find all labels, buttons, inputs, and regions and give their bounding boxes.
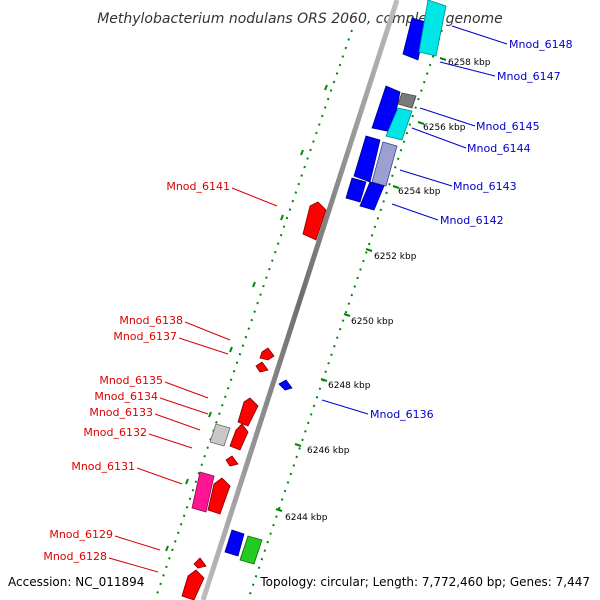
gene-mnod-6145-gray[interactable] (397, 92, 417, 109)
tick-6254: 6254 kbp (392, 185, 441, 197)
gene-mnod-6136[interactable] (278, 379, 293, 391)
gene-mnod-6133[interactable] (209, 423, 231, 447)
tick-label: 6250 kbp (351, 317, 394, 327)
label-mnod-6134[interactable]: Mnod_6134 (94, 390, 158, 403)
label-mnod-6128[interactable]: Mnod_6128 (43, 550, 107, 563)
reverse-strand-genes (224, 0, 447, 565)
topology-text: Topology: circular; Length: 7,772,460 bp… (259, 575, 590, 589)
gene-mnod-6142b[interactable] (359, 181, 385, 211)
tick-label: 6258 kbp (448, 58, 491, 68)
label-mnod-6136[interactable]: Mnod_6136 (370, 408, 434, 421)
gene-mnod-6131-magenta[interactable] (191, 471, 215, 513)
label-mnod-6131[interactable]: Mnod_6131 (71, 460, 135, 473)
outer-dotted-track (247, 29, 443, 600)
tick-6244: 6244 kbp (275, 508, 328, 523)
gene-mnod-6128[interactable] (181, 569, 205, 600)
gene-mnod-6138[interactable] (259, 347, 275, 361)
gene-mnod-6137[interactable] (255, 361, 269, 373)
label-mnod-6141[interactable]: Mnod_6141 (166, 180, 230, 193)
tick-label: 6254 kbp (398, 187, 441, 197)
gene-mnod-6148-cyan[interactable] (418, 0, 447, 57)
left-gene-labels: Mnod_6141 Mnod_6138 Mnod_6137 Mnod_6135 … (43, 180, 278, 573)
label-mnod-6138[interactable]: Mnod_6138 (119, 314, 183, 327)
label-mnod-6145[interactable]: Mnod_6145 (476, 120, 540, 133)
forward-strand-genes (181, 201, 327, 600)
tick-6248: 6248 kbp (320, 378, 371, 391)
gene-blue-lower[interactable] (224, 529, 245, 557)
label-mnod-6147[interactable]: Mnod_6147 (497, 70, 561, 83)
tick-6256: 6256 kbp (417, 121, 466, 133)
right-gene-labels: Mnod_6148 Mnod_6147 Mnod_6145 Mnod_6144 … (321, 25, 573, 421)
tick-label: 6256 kbp (423, 123, 466, 133)
gene-mnod-6129[interactable] (193, 557, 207, 569)
tick-label: 6252 kbp (374, 252, 417, 262)
tick-6246: 6246 kbp (294, 443, 350, 456)
gene-mnod-6131[interactable] (207, 477, 231, 515)
label-mnod-6133[interactable]: Mnod_6133 (89, 406, 153, 419)
label-mnod-6132[interactable]: Mnod_6132 (83, 426, 147, 439)
tick-6252: 6252 kbp (365, 248, 417, 262)
gene-mnod-6144[interactable] (385, 107, 413, 141)
map-title: Methylobacterium nodulans ORS 2060, comp… (97, 11, 503, 27)
dotted-guides (154, 29, 443, 600)
inner-track-dashes (165, 84, 328, 552)
gene-green-lower[interactable] (239, 535, 263, 565)
gene-mnod-6132[interactable] (225, 455, 239, 467)
accession-text: Accession: NC_011894 (8, 575, 144, 589)
gene-mnod-6143-mix[interactable] (371, 141, 398, 187)
genome-backbone (200, 0, 400, 600)
tick-label: 6244 kbp (285, 513, 328, 523)
label-mnod-6142[interactable]: Mnod_6142 (440, 214, 504, 227)
tick-6258: 6258 kbp (439, 57, 491, 68)
label-mnod-6129[interactable]: Mnod_6129 (49, 528, 113, 541)
gene-mnod-6142[interactable] (345, 177, 367, 203)
gene-mnod-6134[interactable] (229, 423, 249, 451)
gene-mnod-6148-right[interactable] (402, 17, 427, 61)
label-mnod-6135[interactable]: Mnod_6135 (99, 374, 163, 387)
inner-dotted-track (154, 29, 353, 600)
gene-mnod-6135[interactable] (237, 397, 259, 427)
tick-label: 6248 kbp (328, 381, 371, 391)
tick-6250: 6250 kbp (343, 313, 394, 327)
label-mnod-6144[interactable]: Mnod_6144 (467, 142, 531, 155)
kbp-ticks: 6258 kbp 6256 kbp 6254 kbp 6252 kbp 6250… (275, 57, 491, 523)
label-mnod-6148[interactable]: Mnod_6148 (509, 38, 573, 51)
gene-mnod-6141[interactable] (302, 201, 327, 241)
label-mnod-6143[interactable]: Mnod_6143 (453, 180, 517, 193)
tick-label: 6246 kbp (307, 446, 350, 456)
label-mnod-6137[interactable]: Mnod_6137 (113, 330, 177, 343)
